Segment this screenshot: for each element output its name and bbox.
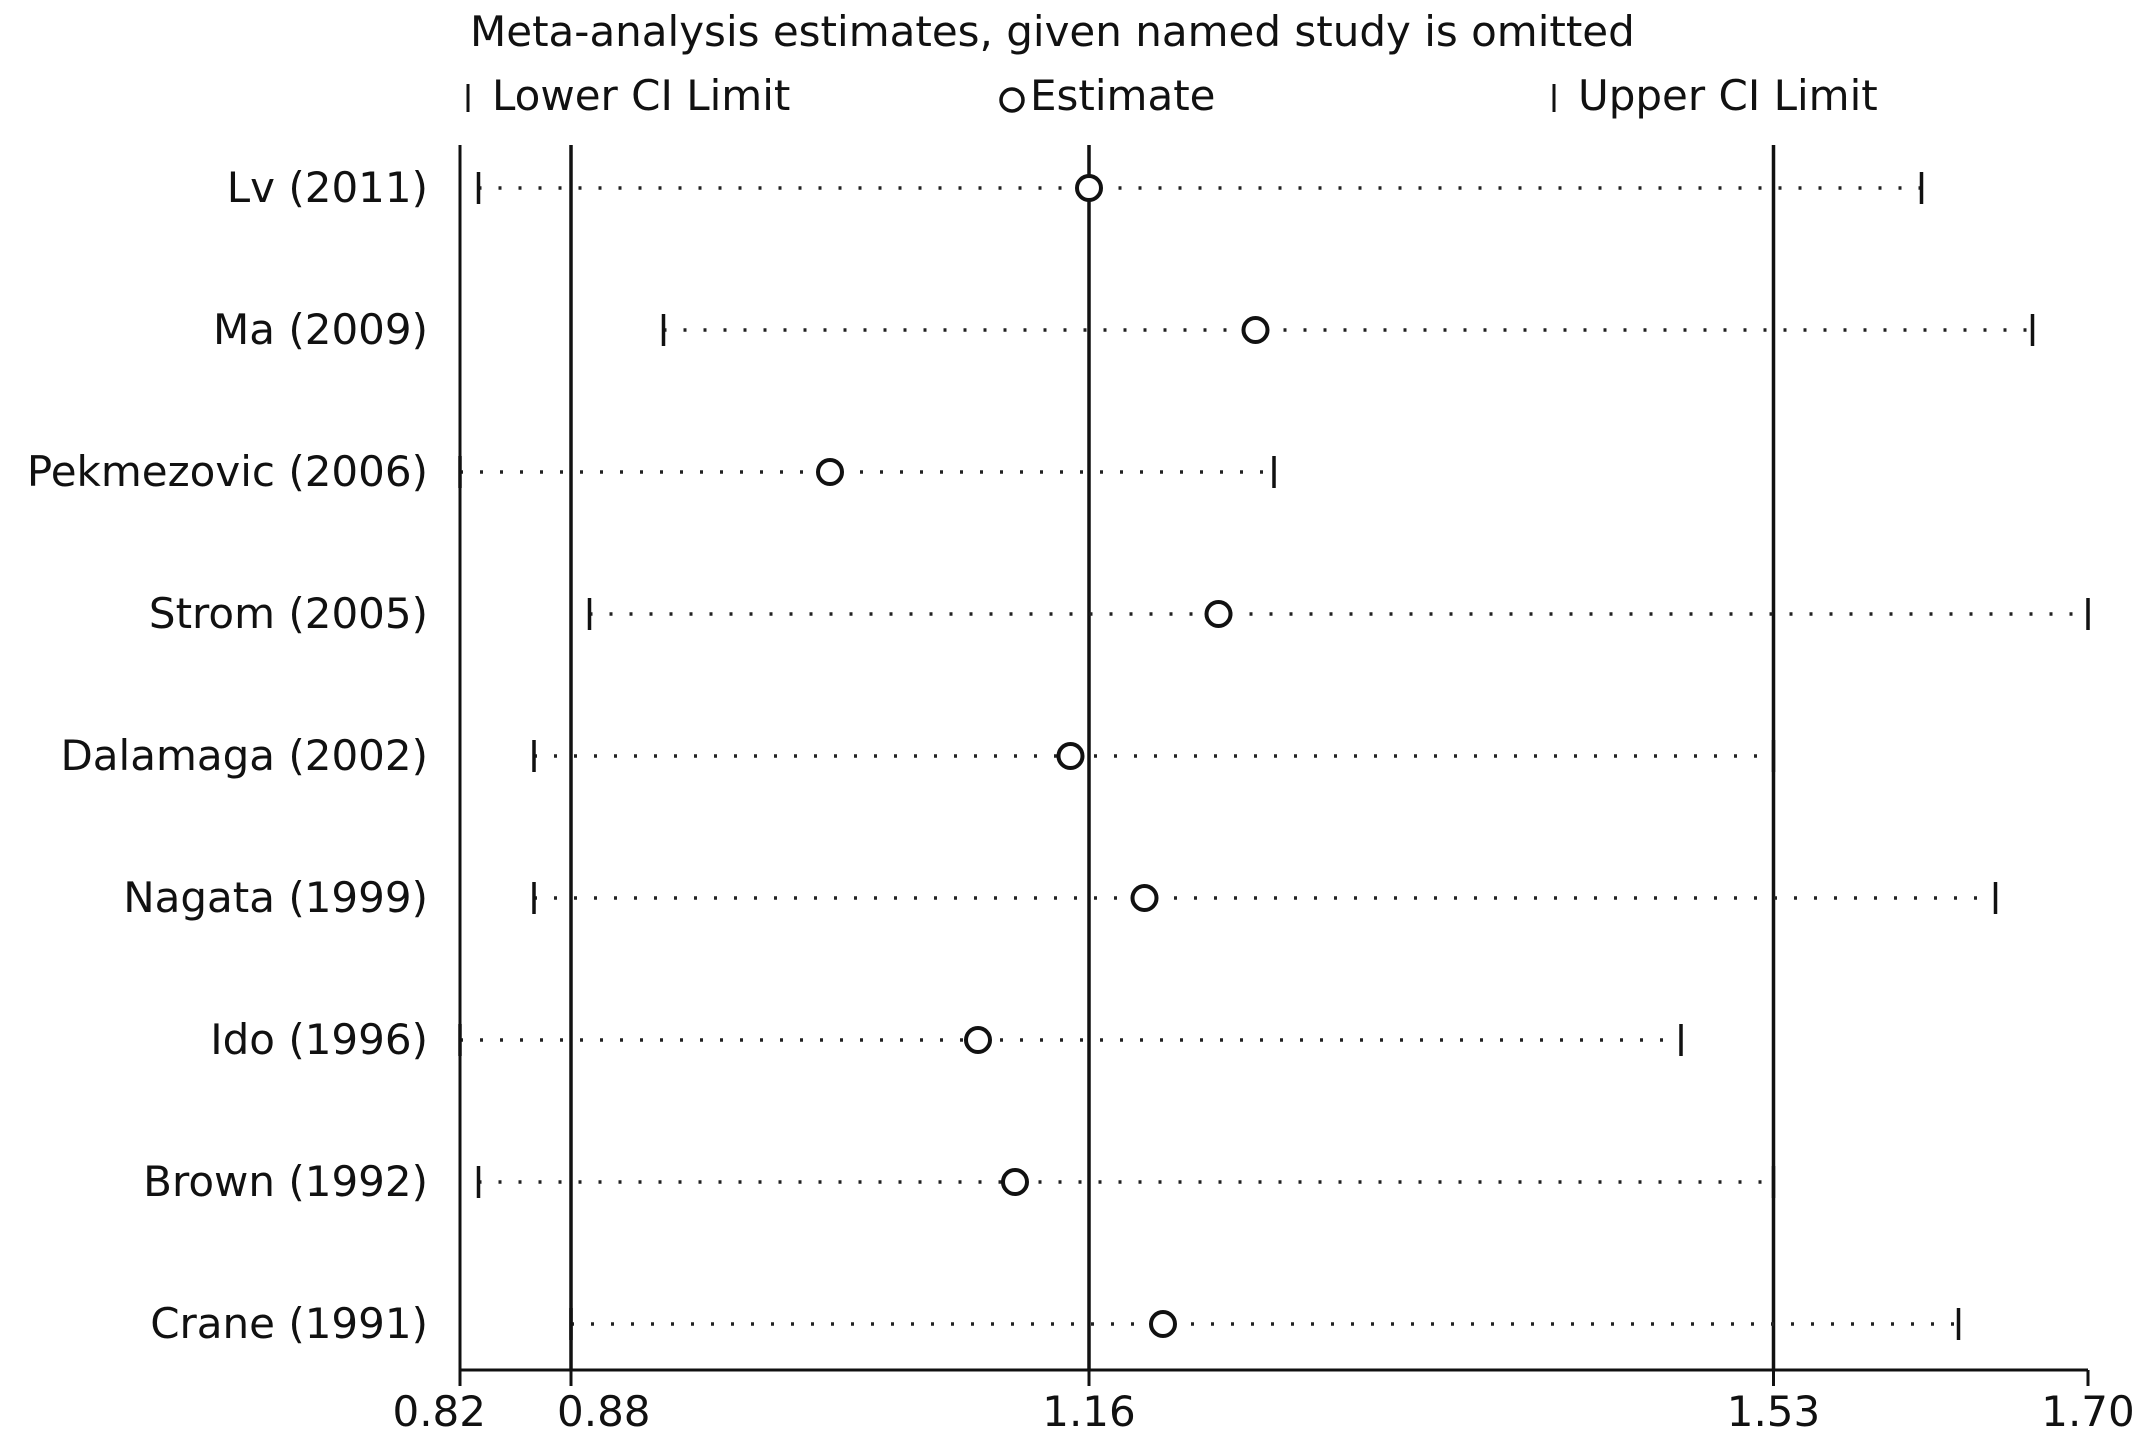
- estimate-marker: [1149, 1310, 1177, 1338]
- estimate-marker: [1204, 600, 1233, 628]
- estimate-marker: [964, 1026, 992, 1054]
- legend-upper-label: Upper CI Limit: [1578, 71, 1878, 120]
- legend-lower-label: Lower CI Limit: [492, 71, 790, 120]
- study-label: Pekmezovic (2006): [27, 447, 428, 496]
- x-tick-label-3: 1.53: [1727, 1387, 1821, 1436]
- study-label: Dalamaga (2002): [60, 731, 428, 780]
- x-tick-label-0: 0.82: [392, 1387, 486, 1436]
- estimate-marker: [1056, 742, 1085, 770]
- study-label: Nagata (1999): [123, 873, 428, 922]
- study-label: Ido (1996): [210, 1015, 428, 1064]
- study-label: Crane (1991): [150, 1299, 428, 1348]
- estimate-marker: [816, 458, 844, 486]
- legend: Lower CI Limit Estimate Upper CI Limit: [466, 71, 1878, 120]
- study-label: Lv (2011): [227, 163, 428, 212]
- chart-title: Meta-analysis estimates, given named stu…: [470, 7, 1635, 56]
- estimate-marker: [1001, 1168, 1029, 1196]
- estimate-marker: [1130, 884, 1159, 912]
- estimate-marker: [1241, 316, 1270, 344]
- study-label: Strom (2005): [149, 589, 428, 638]
- study-label: Ma (2009): [213, 305, 428, 354]
- legend-estimate-label: Estimate: [1030, 71, 1216, 120]
- study-label: Brown (1992): [143, 1157, 428, 1206]
- x-tick-label-2: 1.16: [1042, 1387, 1136, 1436]
- plot-area: 0.82 0.88 1.16 1.53 1.70 Lv (2011) Ma (2009) Pe…: [27, 145, 2135, 1436]
- legend-estimate-marker: [999, 87, 1025, 113]
- x-tick-label-4: 1.70: [2041, 1387, 2135, 1436]
- x-tick-label-1: 0.88: [557, 1387, 651, 1436]
- estimate-marker: [1075, 174, 1103, 202]
